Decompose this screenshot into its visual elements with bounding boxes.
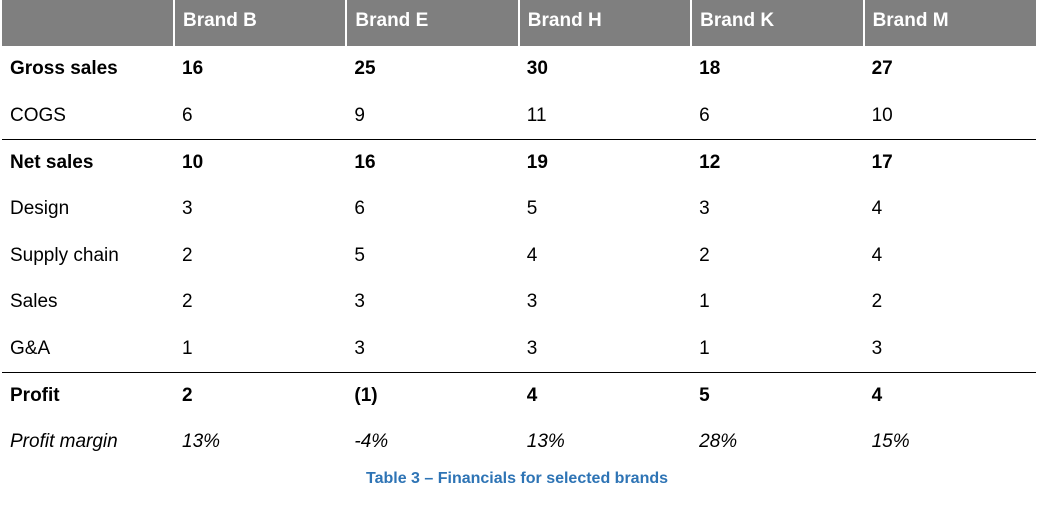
table-cell: 3	[354, 291, 365, 313]
table-cell: 2	[182, 291, 193, 313]
table-row: COGS 6 9 11 6 10	[2, 93, 1036, 140]
table-cell: 9	[354, 104, 365, 126]
table-cell: (1)	[346, 371, 519, 419]
table-row: Design 3 6 5 3 4	[2, 186, 1036, 233]
table-cell: 3	[182, 198, 193, 220]
table-cell: 2	[182, 244, 193, 266]
table-cell: 11	[526, 104, 547, 126]
header-brand-e: Brand E	[345, 0, 519, 46]
header-brand-k: Brand K	[690, 0, 864, 46]
row-label: COGS	[10, 104, 66, 126]
header-brand-m: Brand M	[862, 0, 1036, 46]
table-row: Gross sales 16 25 30 18 27	[2, 46, 1036, 93]
row-label: Supply chain	[10, 244, 119, 266]
table-cell: 10	[871, 104, 893, 126]
header-blank-cell	[2, 0, 174, 46]
table-row: Net sales 10 16 19 12 17	[2, 138, 1036, 186]
table-cell: 12	[691, 138, 864, 186]
table-cell: 4	[863, 371, 1036, 419]
table-cell: 1	[699, 337, 710, 359]
table-cell: 3	[871, 337, 883, 359]
table-cell: 3	[526, 337, 538, 359]
table-cell: 4	[518, 371, 692, 419]
table-row: Supply chain 2 5 4 2 4	[2, 232, 1036, 279]
table-cell: 4	[871, 244, 883, 266]
table-cell: 16	[346, 138, 519, 186]
table-cell: -4%	[354, 431, 389, 453]
table-body: Gross sales 16 25 30 18 27 COGS 6 9 11 6 10 Net sale…	[2, 46, 1036, 465]
table-cell: 2	[699, 244, 710, 266]
header-brand-h: Brand H	[517, 0, 692, 46]
table-cell: 3	[699, 198, 710, 220]
table-cell: 27	[871, 58, 893, 80]
table-cell: 5	[526, 198, 538, 220]
row-label: Sales	[10, 291, 58, 313]
table-cell: 6	[182, 104, 193, 126]
row-label: Design	[10, 198, 70, 220]
table-cell: 4	[526, 244, 538, 266]
table-cell: 2	[174, 371, 347, 419]
table-row: Sales 2 3 3 1 2	[2, 279, 1036, 326]
row-label: Profit margin	[10, 431, 118, 453]
table-cell: 19	[518, 138, 692, 186]
table-caption: Table 3 – Financials for selected brands	[365, 470, 669, 487]
table-cell: 5	[354, 244, 365, 266]
row-label: Profit	[2, 371, 174, 419]
table-header: Brand B Brand E Brand H Brand K Brand M	[2, 0, 1036, 46]
table-cell: 1	[699, 291, 710, 313]
row-label: Gross sales	[10, 58, 118, 80]
table-row: Profit 2 (1) 4 5 4	[2, 371, 1036, 419]
table-cell: 3	[526, 291, 538, 313]
table-cell: 2	[871, 291, 883, 313]
table-cell: 3	[354, 337, 365, 359]
table-cell: 6	[354, 198, 365, 220]
table-cell: 6	[699, 104, 710, 126]
table-cell: 13%	[182, 431, 221, 453]
row-label: G&A	[10, 337, 51, 359]
table-cell: 25	[354, 58, 376, 80]
table-cell: 17	[863, 138, 1036, 186]
header-brand-b: Brand B	[172, 0, 347, 46]
table-cell: 18	[699, 58, 721, 80]
table-cell: 16	[182, 58, 204, 80]
table-cell: 15%	[871, 431, 910, 453]
table-cell: 13%	[526, 431, 565, 453]
table-cell: 1	[182, 337, 193, 359]
table-row: Profit margin 13% -4% 13% 28% 15%	[2, 419, 1036, 466]
row-label: Net sales	[2, 138, 174, 186]
table-cell: 30	[526, 58, 548, 80]
table-row: G&A 1 3 3 1 3	[2, 326, 1036, 373]
header-row: Brand B Brand E Brand H Brand K Brand M	[2, 0, 1036, 46]
table-cell: 5	[691, 371, 864, 419]
table-cell: 4	[871, 198, 883, 220]
table-cell: 28%	[699, 431, 738, 453]
financials-table: Brand B Brand E Brand H Brand K Brand M …	[2, 0, 1036, 465]
table-cell: 10	[174, 138, 347, 186]
